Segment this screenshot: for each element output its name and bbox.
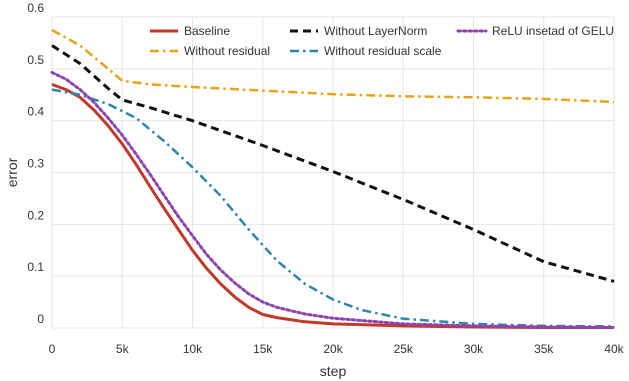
series-line-3 [51,44,615,283]
series-line-2 [51,28,615,104]
y-tick-label: 0.5 [27,53,44,67]
x-tick-label: 25k [394,342,414,356]
x-tick-label: 10k [183,342,203,356]
x-tick-label: 0 [49,342,56,356]
x-axis-label: step [320,363,347,379]
y-tick-label: 0.1 [27,260,44,274]
series-line-4 [51,88,615,328]
legend-label: ReLU insetad of GELU [492,24,614,38]
y-tick-label: 0.3 [27,157,44,171]
series-line-1 [51,82,614,329]
y-tick-label: 0.6 [27,1,44,15]
series-lines [50,28,616,329]
y-tick-label: 0 [37,312,44,326]
legend-label: Without residual scale [324,44,442,58]
legend-label: Without residual [184,44,270,58]
x-tick-label: 5k [116,342,130,356]
legend-label: Without LayerNorm [324,24,427,38]
series-line-5 [50,71,616,329]
x-tick-label: 30k [464,342,484,356]
x-tick-label: 20k [323,342,343,356]
x-tick-label: 35k [534,342,554,356]
y-axis-label: error [4,157,20,187]
legend-label: Baseline [184,24,230,38]
grid [51,16,615,329]
x-tick-label: 40k [604,342,624,356]
x-tick-label: 15k [253,342,273,356]
y-tick-label: 0.2 [27,208,44,222]
legend: Baseline Without LayerNorm ReLU insetad of… [150,24,614,58]
y-tick-label: 0.4 [27,105,44,119]
tick-labels: 0 0.1 0.2 0.3 0.4 0.5 0.6 0 5k 10k 15k 20k 25k 30k 35k… [27,1,624,356]
